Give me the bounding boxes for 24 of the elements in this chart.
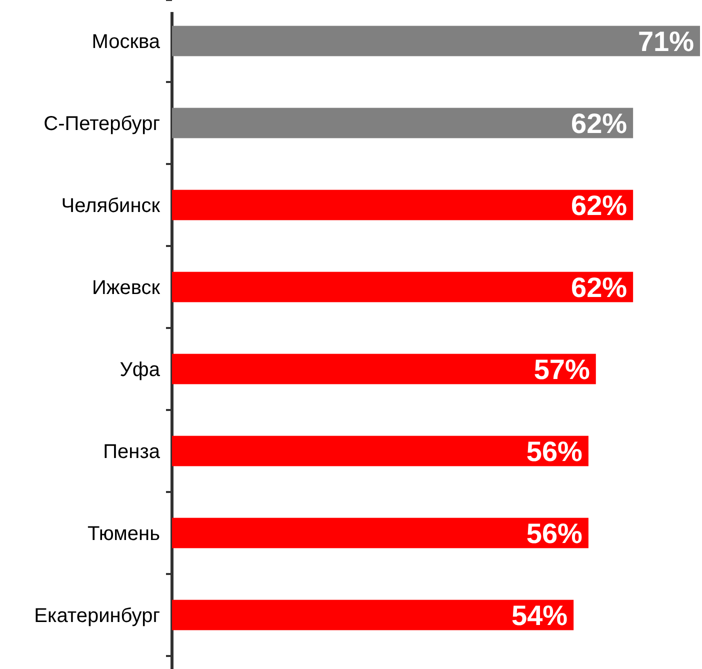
y-tick-label: С-Петербург [44, 113, 160, 136]
y-tick-label: Челябинск [61, 195, 160, 218]
bar [172, 272, 634, 302]
data-label: 57% [534, 354, 590, 386]
data-label: 71% [638, 26, 694, 58]
bar [172, 518, 588, 548]
data-label: 62% [571, 190, 628, 222]
y-tick-label: Москва [92, 31, 161, 54]
data-label: 62% [571, 108, 628, 140]
y-tick-label: Екатеринбург [34, 605, 160, 628]
bar [172, 354, 596, 384]
y-tick-label: Пенза [103, 441, 161, 464]
y-tick-label: Тюмень [88, 523, 160, 546]
data-label: 56% [526, 518, 583, 550]
bar [172, 600, 574, 630]
data-label: 54% [512, 600, 568, 632]
data-label: 56% [526, 436, 583, 468]
bar [172, 436, 588, 466]
bar [172, 26, 700, 56]
bar [172, 108, 634, 138]
bar [172, 190, 634, 220]
y-tick-label: Уфа [120, 359, 161, 382]
data-label: 62% [571, 272, 628, 304]
y-tick-label: Ижевск [92, 277, 160, 300]
